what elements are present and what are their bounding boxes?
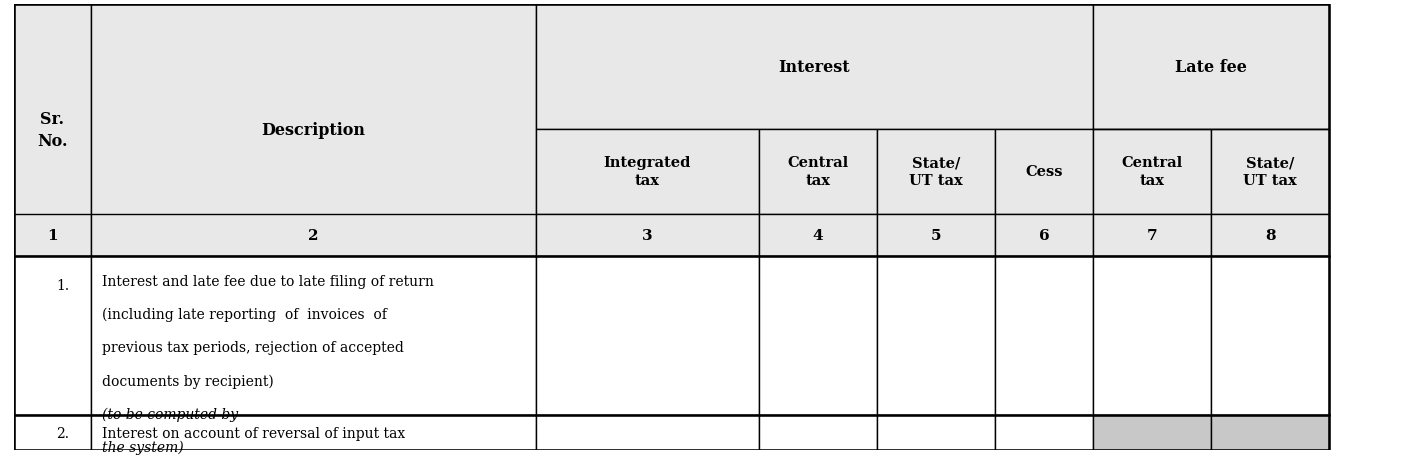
Bar (537, 129, 758, 214)
Text: Late fee: Late fee (1174, 59, 1247, 76)
Text: 7: 7 (1146, 228, 1157, 243)
Text: 5: 5 (932, 228, 941, 243)
Text: previous tax periods, rejection of accepted: previous tax periods, rejection of accep… (102, 340, 403, 354)
Text: Central
tax: Central tax (787, 156, 849, 187)
Bar (1211, 415, 1329, 450)
Text: Sr.
No.: Sr. No. (37, 111, 68, 150)
Bar (758, 415, 878, 450)
Bar (758, 257, 878, 415)
Bar (537, 5, 1093, 129)
Text: Interest and late fee due to late filing of return: Interest and late fee due to late filing… (102, 274, 433, 288)
Bar (758, 129, 878, 214)
Bar (1211, 129, 1329, 214)
Bar (878, 257, 995, 415)
Text: Integrated
tax: Integrated tax (604, 156, 692, 187)
Bar (1093, 129, 1211, 214)
Text: State/
UT tax: State/ UT tax (1244, 156, 1296, 187)
Bar (995, 214, 1093, 257)
Bar (878, 415, 995, 450)
Text: Cess: Cess (1025, 165, 1062, 179)
Text: Interest on account of reversal of input tax: Interest on account of reversal of input… (102, 426, 405, 440)
Text: 1: 1 (47, 228, 58, 243)
Bar (91, 214, 537, 257)
Bar (995, 415, 1093, 450)
Bar (1093, 257, 1211, 415)
Text: Central
tax: Central tax (1122, 156, 1183, 187)
Text: the system): the system) (102, 440, 183, 454)
Text: 2.: 2. (57, 426, 70, 440)
Bar (91, 5, 537, 257)
Text: 3: 3 (642, 228, 653, 243)
Bar (91, 257, 537, 415)
Text: 2: 2 (308, 228, 318, 243)
Text: Interest: Interest (778, 59, 851, 76)
Bar (1211, 257, 1329, 415)
Bar (995, 129, 1093, 214)
Bar (91, 415, 537, 450)
Bar (14, 415, 91, 450)
Bar (14, 5, 91, 257)
Bar (537, 214, 758, 257)
Text: documents by recipient): documents by recipient) (102, 373, 278, 388)
Bar (1093, 214, 1211, 257)
Bar (1093, 415, 1211, 450)
Text: State/
UT tax: State/ UT tax (909, 156, 963, 187)
Bar (995, 257, 1093, 415)
Text: (including late reporting  of  invoices  of: (including late reporting of invoices of (102, 307, 386, 322)
Bar (878, 129, 995, 214)
Bar (14, 257, 91, 415)
Bar (1093, 5, 1329, 129)
Bar (537, 415, 758, 450)
Bar (878, 214, 995, 257)
Text: Description: Description (261, 122, 365, 139)
Bar (14, 214, 91, 257)
Text: (to be computed by: (to be computed by (102, 406, 239, 421)
Text: 6: 6 (1038, 228, 1049, 243)
Text: 4: 4 (812, 228, 824, 243)
Bar (1211, 214, 1329, 257)
Bar (537, 257, 758, 415)
Text: 1.: 1. (57, 279, 70, 293)
Bar (758, 214, 878, 257)
Text: 8: 8 (1265, 228, 1275, 243)
